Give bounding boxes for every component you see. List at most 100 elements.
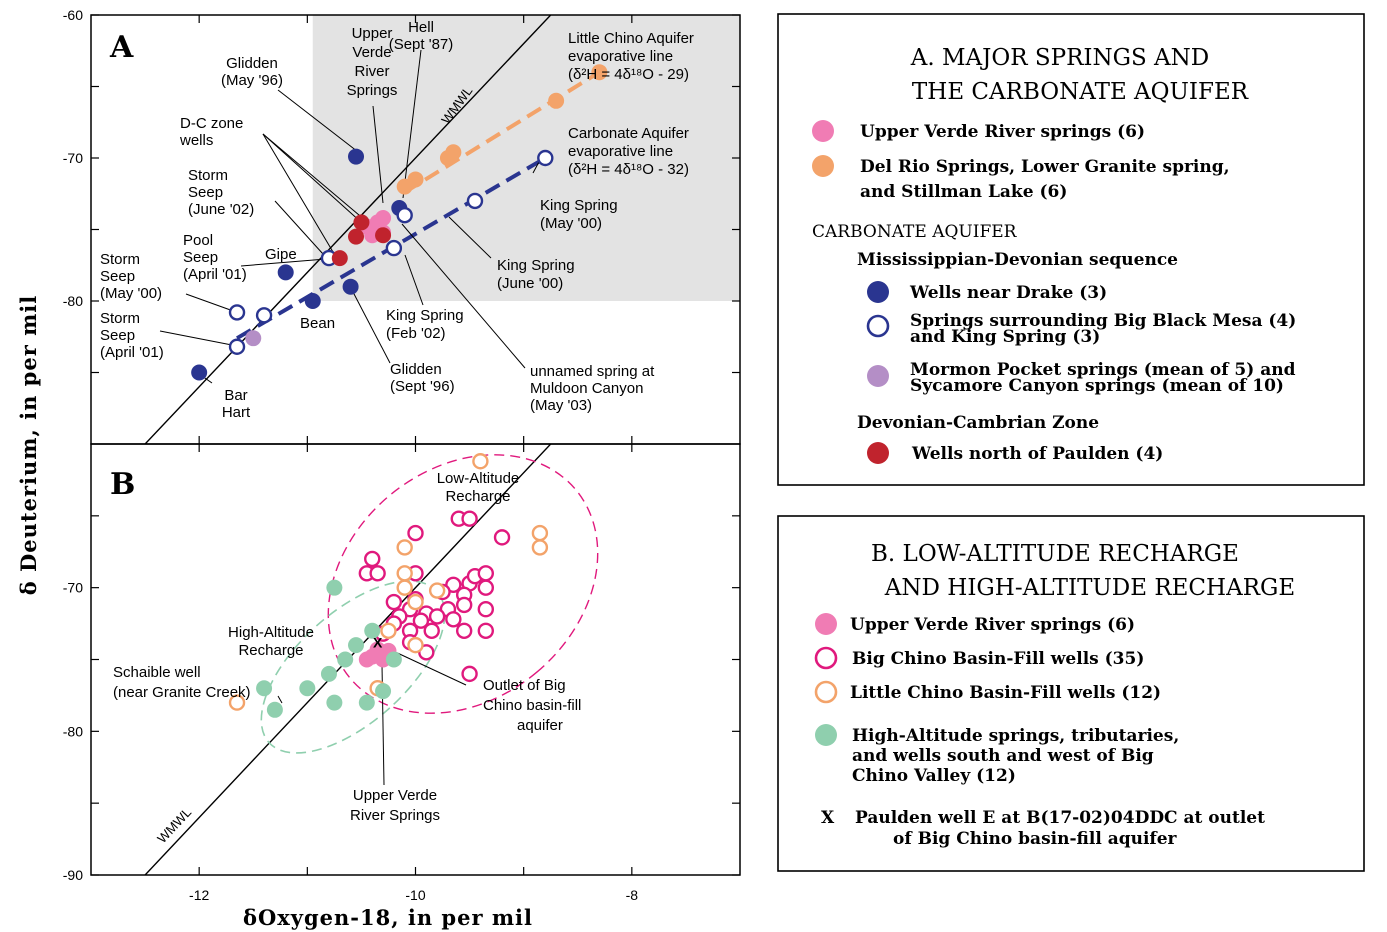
data-point-wells-near-drake-3 [304,293,321,309]
data-point-wells-north-of-paulden-4 [375,227,392,244]
y-tick-label: -80 [63,723,83,739]
annotation-king-spring-feb02: King Spring (Feb '02) [386,307,464,342]
legend-a-title-line-1: A. MAJOR SPRINGS AND [910,45,1209,71]
data-point-little-chino-basin-fill-wells-12 [407,636,424,654]
legend-b-title-line-2: AND HIGH-ALTITUDE RECHARGE [884,575,1295,601]
data-point-high-altitude-springs-tributaries-and-we [326,579,343,596]
annotation-gipe: Gipe [265,246,297,263]
data-point-high-altitude-springs-tributaries-and-we [320,665,337,682]
data-point-high-altitude-springs-tributaries-and-we [256,680,273,697]
annotation-outlet-big-chino: Outlet of Big Chino basin-fill aquifer [483,677,581,734]
legend-a-miss-dev-heading: Mississippian-Devonian sequence [857,250,1178,270]
legend-a-paulden-marker [867,442,889,464]
legend-a: A. MAJOR SPRINGS AND THE CARBONATE AQUIF… [777,13,1365,486]
data-point-wells-near-drake-3 [342,278,359,295]
legend-b: B. LOW-ALTITUDE RECHARGE AND HIGH-ALTITU… [777,515,1365,872]
annotation-upper-verde-springs: Upper Verde River Springs [347,25,398,99]
legend-a-mormon-label: Mormon Pocket springs (mean of 5) and Syc… [910,360,1296,396]
panel-a-annotations: Glidden (May '96) Upper Verde River Springs … [100,19,694,421]
data-point-del-rio-springs-lower-granite-spring-and [548,92,565,109]
legend-b-little-chino-marker [814,680,838,704]
data-point-high-altitude-springs-tributaries-and-we [385,651,402,668]
legend-a-black-mesa-marker [866,314,890,338]
data-point-big-chino-basin-fill-wells-35 [461,510,478,527]
annotation-glidden-may96: Glidden (May '96) [221,55,283,89]
data-point-little-chino-basin-fill-wells-12 [531,524,549,542]
annotation-high-altitude-recharge: High-Altitude Recharge [228,624,314,659]
data-point-wells-near-drake-3 [348,148,365,165]
panel-b-frame [90,443,741,876]
data-point-high-altitude-springs-tributaries-and-we [375,683,392,700]
data-point-upper-verde-river-springs-6 [364,648,381,665]
data-point-high-altitude-springs-tributaries-and-we [364,622,381,639]
data-point-big-chino-basin-fill-wells-35 [477,622,495,639]
data-point-big-chino-basin-fill-wells-35 [412,612,430,629]
data-point-springs-surrounding-big-black-mesa-4-and [255,307,273,324]
data-point-high-altitude-springs-tributaries-and-we [358,694,375,711]
legend-a-mormon-marker [867,365,889,387]
annotation-king-spring-may00: King Spring (May '00) [540,197,618,232]
x-tick-label: -12 [189,887,209,903]
legend-b-upper-verde-label: Upper Verde River springs (6) [850,615,1135,635]
legend-a-black-mesa-label: Springs surrounding Big Black Mesa (4) an… [910,311,1296,347]
data-point-springs-surrounding-big-black-mesa-4-and [537,149,554,167]
data-point-high-altitude-springs-tributaries-and-we [348,637,365,654]
annotation-bar-hart: Bar Hart [222,387,251,421]
data-point-del-rio-springs-lower-granite-spring-and [407,171,424,188]
data-point-little-chino-basin-fill-wells-12 [396,539,413,556]
x-tick-label: -10 [405,887,425,903]
data-point-springs-surrounding-big-black-mesa-4-and [228,338,246,355]
data-point-del-rio-springs-lower-granite-spring-and [591,64,608,81]
data-point-big-chino-basin-fill-wells-35 [477,579,495,596]
y-tick-label: -80 [63,293,83,309]
panel-a-letter: A [109,30,134,65]
data-point-wells-near-drake-3 [277,264,294,281]
legend-b-frame [777,515,1365,872]
data-point-springs-surrounding-big-black-mesa-4-and [466,192,484,210]
annotation-pool-seep: Pool Seep (April '01) [183,232,247,283]
data-point-springs-surrounding-big-black-mesa-4-and [228,304,246,321]
data-point-big-chino-basin-fill-wells-35 [455,622,473,639]
legend-a-upper-verde-marker [812,120,834,142]
data-point-little-chino-basin-fill-wells-12 [380,622,397,639]
annotation-glidden-sept96: Glidden (Sept '96) [390,361,455,395]
data-point-wells-north-of-paulden-4 [353,214,370,231]
annotation-hell-sept87: Hell (Sept '87) [389,19,454,53]
data-point-big-chino-basin-fill-wells-35 [385,593,403,611]
y-axis-title: δ Deuterium, in per mil [16,295,41,596]
legend-b-high-alt-label: High-Altitude springs, tributaries, and w… [852,726,1179,786]
data-point-big-chino-basin-fill-wells-35 [477,601,495,618]
annotation-little-chino-line: Little Chino Aquifer evaporative line (δ²H… [568,30,694,83]
data-point-big-chino-basin-fill-wells-35 [461,665,478,683]
annotation-storm-seep-april01: Storm Seep (April '01) [100,310,164,361]
annotation-low-altitude-recharge: Low-Altitude Recharge [437,470,520,505]
y-tick-label: -70 [63,150,83,166]
legend-a-frame [777,13,1365,486]
data-point-high-altitude-springs-tributaries-and-we [326,694,343,711]
legend-b-x-symbol: X [821,808,835,828]
legend-a-dev-camb-heading: Devonian-Cambrian Zone [857,413,1099,433]
panel-b-wmwl-line [144,444,552,875]
legend-b-big-chino-marker [814,646,838,670]
data-point-mormon-pocket-springs-mean-of-5-and-syca [245,330,262,347]
annotation-schaible-well: Schaible well (near Granite Creek) [113,664,251,701]
y-tick-label: -90 [63,867,83,883]
data-point-wells-north-of-paulden-4 [348,228,365,245]
annotation-king-spring-june00: King Spring (June '00) [497,257,575,292]
legend-a-carbonate-heading: CARBONATE AQUIFER [812,222,1018,242]
legend-b-high-alt-marker [815,724,837,746]
data-point-big-chino-basin-fill-wells-35 [445,611,462,628]
data-point-big-chino-basin-fill-wells-35 [428,608,446,625]
panel-b-annotations: Low-Altitude Recharge High-Altitude Rechar… [113,470,581,824]
panel-a: -60-70-80 A WMWL [63,7,741,445]
legend-b-little-chino-label: Little Chino Basin-Fill wells (12) [850,683,1161,703]
data-point-springs-surrounding-big-black-mesa-4-and [396,206,413,224]
y-tick-label: -60 [63,7,83,23]
data-point-big-chino-basin-fill-wells-35 [493,529,511,546]
panel-b: X -70 -80 -90 -12 -10 -8 B WMWL [63,443,741,903]
panel-b-leader-lines [277,649,467,786]
data-point-springs-surrounding-big-black-mesa-4-and [385,239,403,257]
little-chino-evaporative-line [403,70,601,195]
legend-b-big-chino-label: Big Chino Basin-Fill wells (35) [852,649,1144,669]
